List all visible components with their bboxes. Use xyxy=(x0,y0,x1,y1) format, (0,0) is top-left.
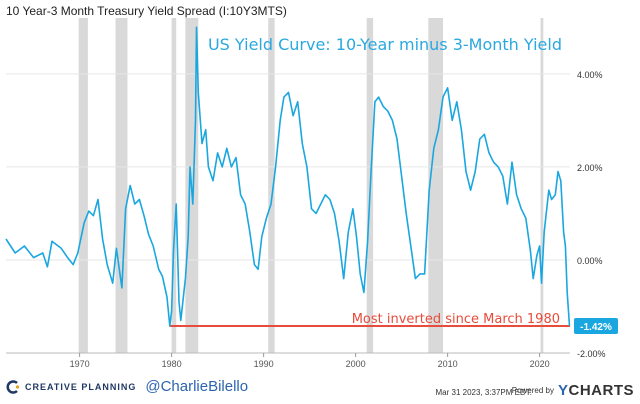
y-tick-label: -2.00% xyxy=(577,349,606,359)
chart-canvas: 4.00% 2.00% 0.00% -2.00% 1970 1980 1990 2000 20… xyxy=(5,18,618,369)
threshold-note: Most inverted since March 1980 xyxy=(352,312,560,327)
value-badge-label: -1.42% xyxy=(580,322,612,333)
chart-title: US Yield Curve: 10-Year minus 3-Month Yi… xyxy=(208,35,562,54)
ycharts-logo: YCHARTS xyxy=(558,382,634,399)
x-tick-label: 2020 xyxy=(530,359,550,369)
recession-band xyxy=(268,18,275,353)
timestamp: Mar 31 2023, 3:37PM EDT. xyxy=(435,388,533,397)
x-tick-label: 2000 xyxy=(346,359,366,369)
ycharts-logo-y: Y xyxy=(557,382,569,399)
brand-logo: CREATIVE PLANNING @CharlieBilello xyxy=(6,378,248,395)
footer: CREATIVE PLANNING @CharlieBilello Mar 31… xyxy=(0,372,640,404)
ycharts-logo-rest: CHARTS xyxy=(568,382,634,399)
value-badge: -1.42% xyxy=(574,318,618,335)
y-tick-label: 2.00% xyxy=(577,163,603,173)
y-tick-label: 4.00% xyxy=(577,70,603,80)
author-handle: @CharlieBilello xyxy=(145,378,249,395)
page-title: 10 Year-3 Month Treasury Yield Spread (I… xyxy=(6,4,287,18)
x-axis: 1970 1980 1990 2000 2010 2020 xyxy=(6,352,570,369)
y-axis: 4.00% 2.00% 0.00% -2.00% xyxy=(577,70,606,359)
y-tick-label: 0.00% xyxy=(577,256,603,266)
x-tick-label: 2010 xyxy=(438,359,458,369)
creative-planning-icon xyxy=(6,379,20,394)
x-tick-label: 1970 xyxy=(70,359,90,369)
recession-band xyxy=(115,18,128,353)
powered-by: Powered by YCHARTS xyxy=(512,382,634,399)
recession-band xyxy=(540,18,544,353)
series-layer xyxy=(5,26,571,327)
recession-band xyxy=(171,18,177,353)
series-line xyxy=(5,26,571,327)
brand-name: CREATIVE PLANNING xyxy=(25,381,137,392)
recession-band xyxy=(428,18,444,353)
x-tick-label: 1990 xyxy=(254,359,274,369)
powered-by-label: Powered by xyxy=(511,386,554,395)
x-tick-label: 1980 xyxy=(162,359,182,369)
recession-band xyxy=(78,18,88,353)
recession-bands xyxy=(78,18,544,353)
